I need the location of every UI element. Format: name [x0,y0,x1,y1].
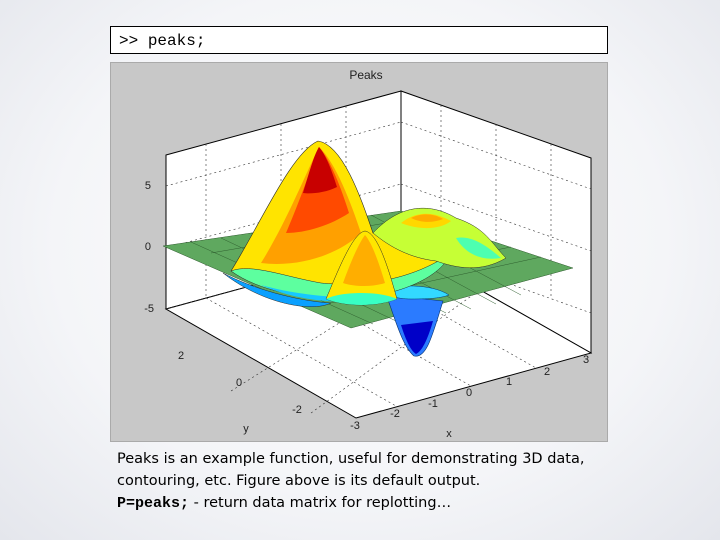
z-tick-label: 5 [145,180,151,192]
z-tick-label: 0 [145,241,151,253]
x-tick-label: 1 [506,376,512,388]
command-prompt: >> [119,32,139,50]
x-tick-label: -2 [390,408,400,420]
x-tick-label: -1 [428,398,438,410]
command-text: peaks; [147,32,206,50]
y-axis-label: y [243,423,249,435]
caption-line-1: Peaks is an example function, useful for… [117,451,585,467]
x-tick-label: 2 [544,366,550,378]
y-tick-label: 0 [236,377,242,389]
y-tick-label: -2 [292,404,302,416]
caption-line-3-text: - return data matrix for replotting… [189,495,452,511]
command-window-line: >> peaks; [110,26,608,54]
y-tick-label: 2 [178,350,184,362]
z-tick-label: -5 [144,303,154,315]
caption-text: Peaks is an example function, useful for… [117,448,597,515]
surface-left-dip [222,272,332,307]
plot-title: Peaks [349,68,382,82]
caption-code: P=peaks; [117,495,190,512]
caption-line-3: P=peaks; - return data matrix for replot… [117,492,597,515]
peaks-figure: Peaks 5 0 -5 2 0 -2 -3 -2 -1 0 1 2 3 y x [110,62,608,442]
x-tick-label: -3 [350,420,360,432]
peaks-plot: Peaks 5 0 -5 2 0 -2 -3 -2 -1 0 1 2 3 y x [144,68,593,440]
caption-line-2: contouring, etc. Figure above is its def… [117,473,481,489]
x-tick-label: 0 [466,387,472,399]
x-axis-label: x [446,428,452,440]
peaks-surface [162,140,574,357]
x-tick-label: 3 [583,354,589,366]
